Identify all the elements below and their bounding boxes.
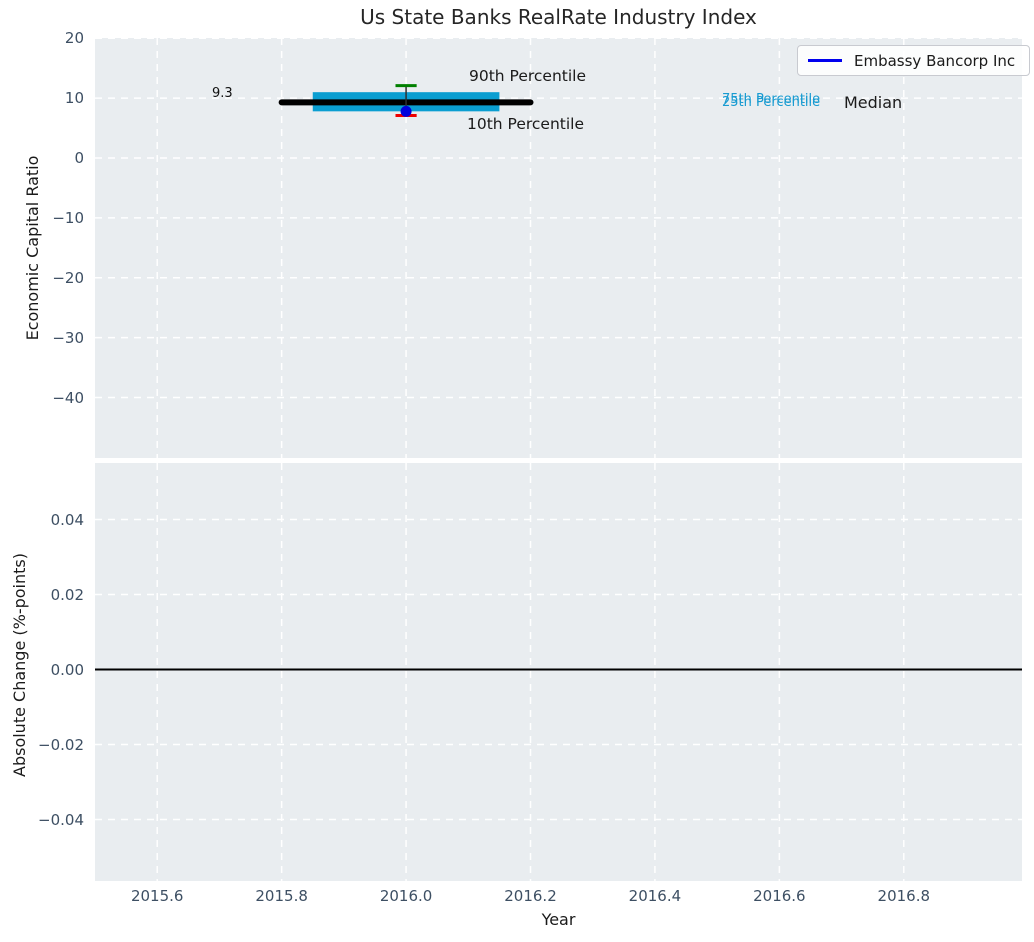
- p10-annotation: 10th Percentile: [467, 115, 585, 133]
- x-tick-label: 2016.0: [379, 887, 433, 905]
- x-tick-label: 2016.4: [628, 887, 682, 905]
- p90-annotation: 90th Percentile: [469, 67, 587, 85]
- y-axis-label-bottom: Absolute Change (%-points): [10, 553, 29, 777]
- median-value-label: 9.3: [212, 86, 233, 101]
- y-tick-label: 20: [64, 29, 84, 48]
- x-tick-label: 2016.8: [877, 887, 931, 905]
- x-axis-label: Year: [541, 910, 576, 929]
- x-tick-label: 2015.6: [130, 887, 184, 905]
- y-tick-label: 0.04: [50, 510, 84, 529]
- y-tick-label: 0.02: [50, 585, 84, 604]
- median-annotation: Median: [844, 93, 903, 112]
- legend: Embassy Bancorp Inc: [797, 45, 1030, 76]
- legend-label: Embassy Bancorp Inc: [854, 51, 1016, 70]
- bottom-plot-canvas: [95, 463, 1022, 881]
- bottom-axes: [95, 463, 1022, 881]
- y-tick-label: 0.00: [50, 660, 84, 679]
- x-tick-label: 2016.6: [753, 887, 806, 905]
- top-plot-canvas: [95, 38, 1022, 458]
- y-axis-label-top: Economic Capital Ratio: [23, 155, 42, 341]
- chart-title: Us State Banks RealRate Industry Index: [360, 5, 757, 29]
- p25-annotation: 25th Percentile: [722, 95, 821, 110]
- p75-annotation: 75th Percentile: [722, 92, 821, 107]
- top-axes: [95, 38, 1022, 458]
- x-tick-label: 2015.8: [255, 887, 308, 905]
- y-tick-label: −0.04: [38, 810, 84, 829]
- legend-line-swatch-icon: [808, 59, 842, 62]
- y-tick-label: −0.02: [38, 735, 84, 754]
- x-tick-label: 2016.2: [504, 887, 557, 905]
